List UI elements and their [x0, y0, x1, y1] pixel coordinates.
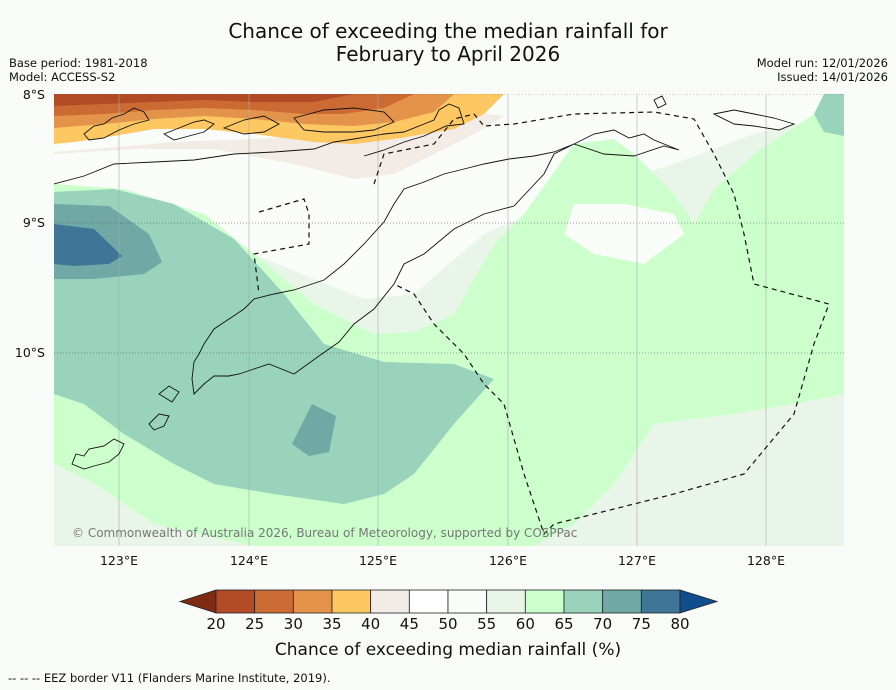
- contour-20-25: [54, 94, 354, 106]
- coastline: [54, 95, 796, 470]
- title-line-1: Chance of exceeding the median rainfall …: [228, 19, 668, 43]
- lon-label-126e: 126°E: [488, 553, 527, 568]
- colorbar-label: Chance of exceeding median rainfall (%): [274, 640, 622, 660]
- colorbar-cell: [370, 589, 410, 614]
- colorbar-tick-label: 75: [631, 615, 651, 633]
- colorbar-tick-label: 60: [515, 615, 535, 633]
- colorbar-cell: [254, 589, 294, 614]
- lat-label-10s: 10°S: [14, 345, 45, 360]
- title-line-2: February to April 2026: [335, 42, 561, 66]
- model-run-date: Model run: 12/01/2026: [756, 56, 888, 70]
- run-info: Model run: 12/01/2026 Issued: 14/01/2026: [757, 56, 888, 84]
- lat-label-8s: 8°S: [22, 87, 45, 102]
- model-name: Model: ACCESS-S2: [9, 70, 116, 84]
- contour-70-75-south: [292, 404, 336, 456]
- issued-date: Issued: 14/01/2026: [777, 70, 888, 84]
- contour-75-80: [54, 224, 122, 266]
- colorbar-tick-label: 35: [322, 615, 342, 633]
- model-info: Base period: 1981-2018 Model: ACCESS-S2: [9, 56, 148, 84]
- colorbar-over-arrow: [679, 589, 719, 614]
- coastline-flores-coast: [54, 103, 465, 185]
- colorbar-cell: [408, 589, 449, 614]
- copyright-notice: © Commonwealth of Australia 2026, Bureau…: [72, 526, 578, 540]
- lon-label-125e: 125°E: [358, 553, 397, 568]
- colorbar-cell: [563, 589, 604, 614]
- colorbar-tick-label: 80: [670, 615, 690, 633]
- colorbar-tick-label: 20: [206, 615, 226, 633]
- coastline-timor: [191, 129, 680, 395]
- map-title: Chance of exceeding the median rainfall …: [0, 20, 896, 66]
- lon-label-124e: 124°E: [229, 553, 268, 568]
- base-period: Base period: 1981-2018: [9, 56, 148, 70]
- colorbar-cell: [602, 589, 642, 614]
- colorbar-cell: [292, 589, 333, 614]
- colorbar-tick-label: 40: [361, 615, 381, 633]
- eez-source: EEZ border V11 (Flanders Marine Institut…: [43, 671, 331, 685]
- colorbar: [178, 589, 719, 614]
- lon-label-123e: 123°E: [99, 553, 138, 568]
- rainfall-map: [54, 94, 844, 546]
- contour-70-75-ne: [814, 94, 844, 136]
- lon-label-127e: 127°E: [617, 553, 656, 568]
- colorbar-tick-label: 25: [245, 615, 265, 633]
- colorbar-cell: [331, 589, 372, 614]
- colorbar-cell: [524, 589, 565, 614]
- coastline-sumba-semau: [71, 385, 180, 470]
- lat-label-9s: 9°S: [22, 215, 45, 230]
- cool-pocket-9s: [564, 204, 684, 264]
- colorbar-cell: [215, 589, 256, 614]
- colorbar-tick-label: 50: [438, 615, 458, 633]
- colorbar-cell: [486, 589, 526, 614]
- eez-border: [253, 111, 830, 536]
- colorbar-cell: [447, 589, 488, 614]
- meridians: [118, 94, 767, 546]
- coastline-north-islands: [83, 95, 796, 141]
- eez-footer-note: -- -- -- EEZ border V11 (Flanders Marine…: [8, 671, 331, 685]
- colorbar-tick-label: 65: [554, 615, 574, 633]
- eez-line-sample: -- -- --: [8, 671, 41, 685]
- colorbar-tick-label: 30: [283, 615, 303, 633]
- colorbar-under-arrow: [178, 589, 217, 614]
- colorbar-tick-label: 45: [399, 615, 419, 633]
- colorbar-tick-label: 55: [477, 615, 497, 633]
- colorbar-cell: [640, 589, 681, 614]
- lon-label-128e: 128°E: [746, 553, 785, 568]
- colorbar-tick-label: 70: [593, 615, 613, 633]
